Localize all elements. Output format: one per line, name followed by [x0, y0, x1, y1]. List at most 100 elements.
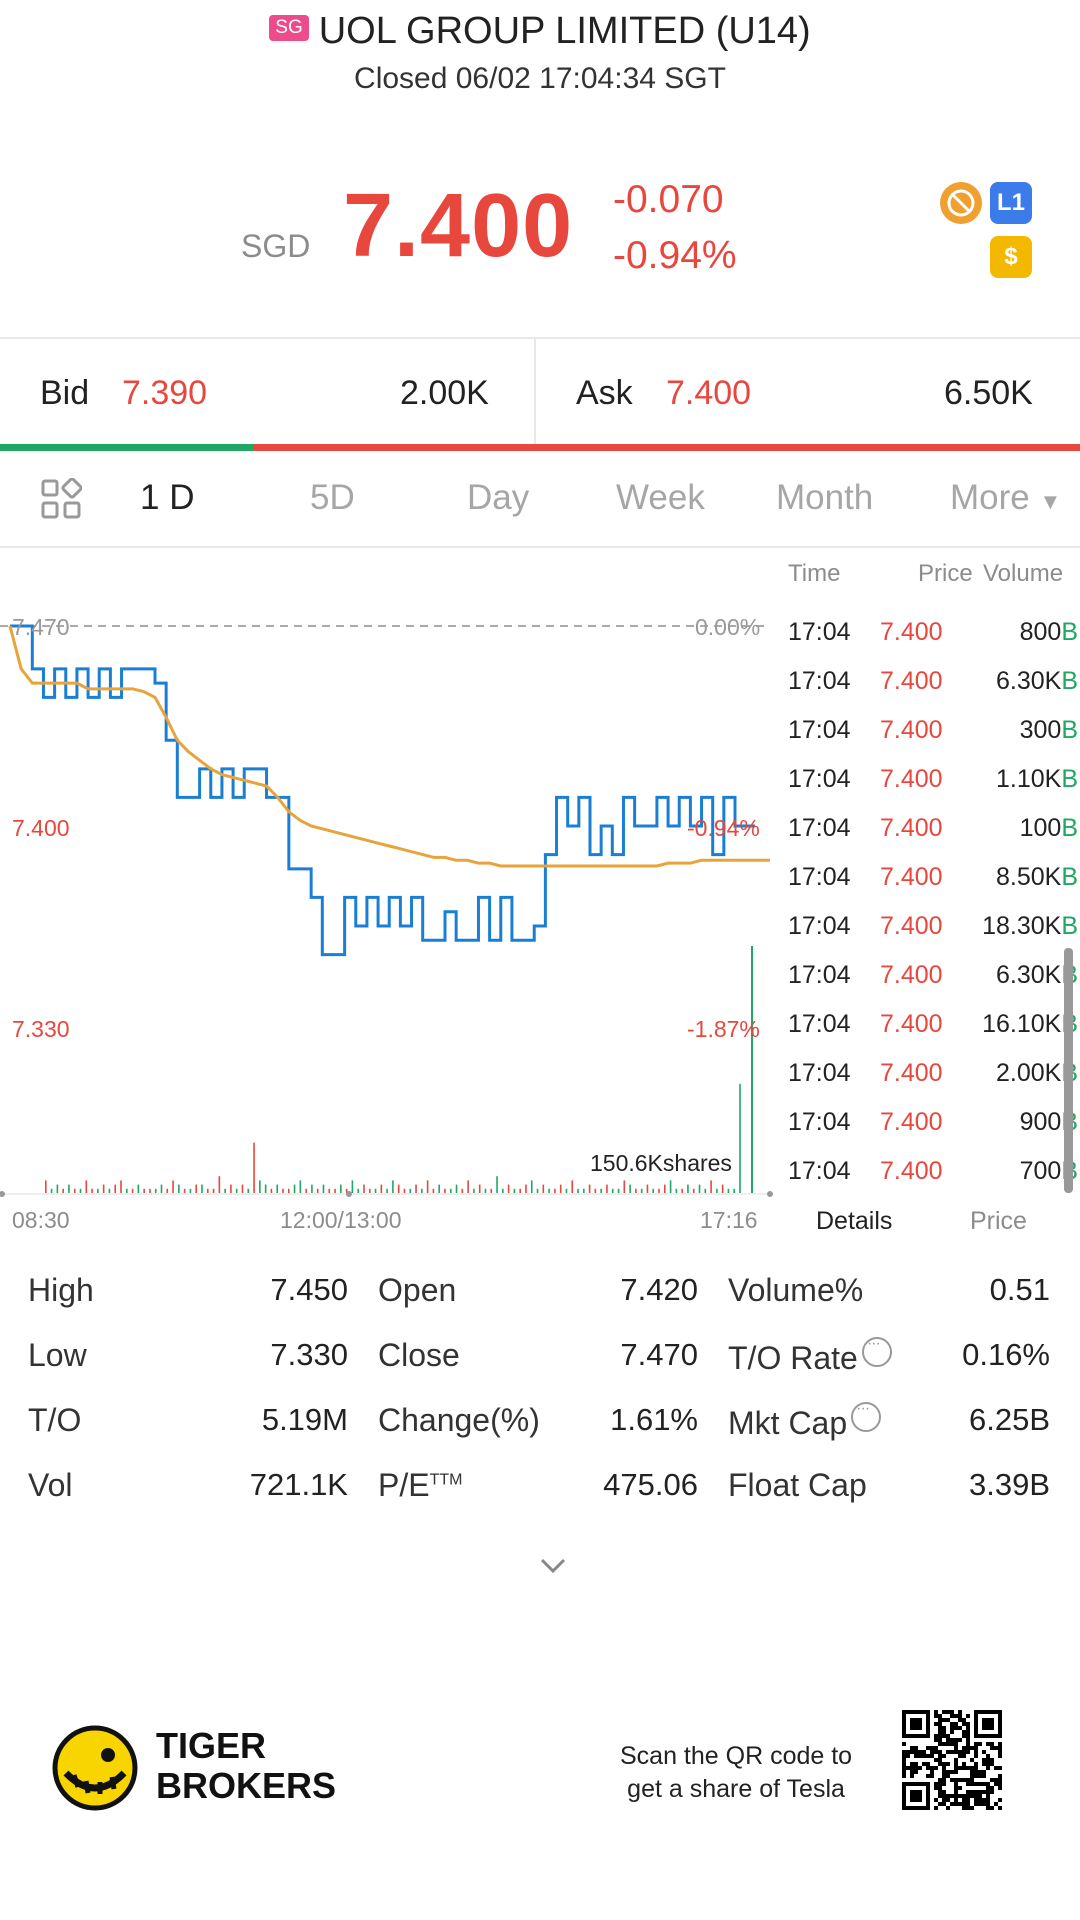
bid-ask-ratio-bar — [0, 444, 1080, 451]
qr-module — [990, 1790, 994, 1794]
qr-module — [970, 1782, 974, 1786]
volume-bar — [478, 1184, 481, 1193]
ticks-header-time: Time — [788, 560, 841, 587]
qr-module — [942, 1734, 946, 1738]
ask-size: 6.50K — [944, 374, 1033, 412]
qr-module — [962, 1734, 966, 1738]
stat-label[interactable]: T/O Rate — [728, 1335, 892, 1377]
qr-module — [998, 1742, 1002, 1746]
qr-module — [986, 1794, 990, 1798]
volume-bar — [230, 1184, 232, 1193]
volume-bar — [664, 1184, 666, 1193]
info-icon[interactable] — [861, 1335, 892, 1367]
qr-module — [934, 1714, 938, 1718]
stat-label[interactable]: Mkt Cap — [728, 1400, 882, 1442]
tab-1d[interactable]: 1 D — [140, 478, 195, 517]
dollar-icon[interactable]: $ — [990, 236, 1032, 278]
qr-module — [950, 1738, 954, 1742]
qr-module — [938, 1754, 942, 1758]
volume-bar — [154, 1188, 157, 1193]
qr-module — [902, 1742, 906, 1746]
qr-module — [966, 1726, 970, 1730]
qr-module — [954, 1762, 958, 1766]
qr-module — [938, 1782, 942, 1786]
qr-module — [962, 1718, 966, 1722]
tab-week[interactable]: Week — [616, 478, 705, 517]
qr-module — [938, 1734, 942, 1738]
info-icon[interactable] — [851, 1400, 882, 1432]
qr-module — [942, 1710, 946, 1714]
brand-line2: BROKERS — [156, 1765, 337, 1806]
volume-bar — [282, 1188, 284, 1193]
qr-module — [938, 1778, 942, 1782]
tab-month[interactable]: Month — [776, 478, 874, 517]
volume-bar — [669, 1180, 672, 1193]
volume-bar — [322, 1184, 325, 1193]
ticks-header-volume: Volume — [983, 560, 1064, 587]
bid-label: Bid — [40, 374, 90, 412]
volume-bar — [50, 1188, 53, 1193]
volume-bar — [542, 1184, 545, 1193]
qr-module — [950, 1742, 954, 1746]
qr-module — [906, 1750, 910, 1754]
volume-bar — [415, 1184, 417, 1193]
qr-module — [962, 1806, 966, 1810]
qr-module — [902, 1770, 906, 1774]
volume-bar — [189, 1188, 192, 1193]
tab-details[interactable]: Details — [816, 1207, 893, 1235]
qr-module — [986, 1754, 990, 1758]
chevron-down-icon[interactable] — [538, 1556, 568, 1581]
tick-list-scrollbar[interactable] — [1064, 948, 1073, 1193]
no-sign-icon[interactable] — [940, 182, 982, 224]
qr-module — [902, 1750, 906, 1754]
qr-module — [966, 1746, 970, 1750]
qr-module — [946, 1794, 950, 1798]
qr-module — [934, 1710, 938, 1714]
grid-icon[interactable] — [40, 477, 83, 525]
tab-more[interactable]: More ▼ — [950, 478, 1061, 518]
tab-5d[interactable]: 5D — [310, 478, 355, 517]
qr-module — [934, 1746, 938, 1750]
qr-module — [994, 1766, 998, 1770]
qr-module — [958, 1710, 962, 1714]
volume-bar — [114, 1184, 117, 1193]
promo-line1: Scan the QR code to — [620, 1742, 853, 1770]
level1-badge[interactable]: L1 — [990, 182, 1032, 224]
qr-module — [934, 1722, 938, 1726]
volume-bar — [56, 1184, 59, 1193]
stat-label-text: Open — [378, 1272, 457, 1308]
volume-bar — [449, 1188, 452, 1193]
stock-title: SG UOL GROUP LIMITED (U14) — [0, 10, 1080, 53]
qr-module — [942, 1762, 946, 1766]
volume-bar — [623, 1180, 626, 1193]
stat-value: 6.25B — [968, 1402, 1050, 1437]
volume-bar — [212, 1188, 215, 1193]
qr-module — [946, 1806, 950, 1810]
volume-bar — [438, 1184, 440, 1193]
tick-list[interactable]: 17:04 7.400 800B 17:04 7.400 6.30KB 17:04 7.400… — [788, 614, 1078, 1202]
qr-module — [974, 1790, 978, 1794]
qr-module — [938, 1790, 942, 1794]
ask-label: Ask — [576, 374, 633, 412]
tick-volume: 800B — [1020, 618, 1078, 647]
tick-time: 17:04 — [788, 1059, 851, 1087]
tab-day[interactable]: Day — [467, 478, 530, 517]
y-axis-bottom-label: 7.330 — [12, 1016, 70, 1042]
qr-module — [930, 1766, 934, 1770]
qr-module — [974, 1770, 978, 1774]
qr-module — [954, 1722, 958, 1726]
qr-module — [930, 1750, 934, 1754]
qr-module — [962, 1762, 966, 1766]
intraday-chart[interactable] — [0, 548, 775, 1228]
tab-price[interactable]: Price — [970, 1207, 1027, 1235]
volume-bar — [652, 1188, 655, 1193]
volume-bar — [97, 1188, 99, 1193]
qr-module — [938, 1726, 942, 1730]
qr-module — [950, 1794, 954, 1798]
qr-module — [950, 1714, 954, 1718]
volume-bar — [496, 1176, 498, 1193]
volume-bar — [374, 1188, 377, 1193]
pct-axis-top-label: 0.00% — [695, 614, 761, 640]
volume-bar — [687, 1184, 689, 1193]
volume-bar — [397, 1184, 400, 1193]
